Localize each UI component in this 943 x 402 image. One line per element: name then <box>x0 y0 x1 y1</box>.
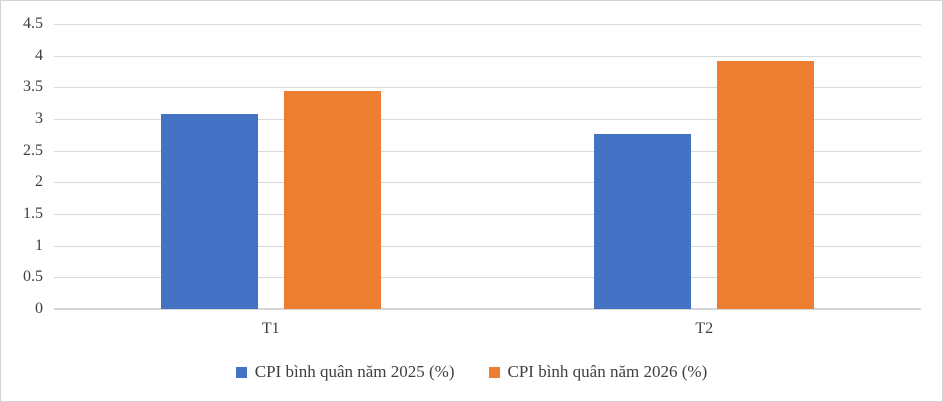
y-tick-label: 1.5 <box>23 205 43 222</box>
y-tick-label: 0 <box>35 300 43 317</box>
y-tick-label: 1 <box>35 236 43 254</box>
gridline <box>54 214 921 215</box>
legend-swatch <box>488 366 500 378</box>
y-tick-label: 0.5 <box>23 268 43 286</box>
legend-item-2026: CPI bình quân năm 2026 (%) <box>488 362 708 382</box>
gridline <box>54 24 921 25</box>
y-tick-label: 4.5 <box>23 15 43 32</box>
legend-item-2025: CPI bình quân năm 2025 (%) <box>235 362 455 382</box>
category-label-T2: T2 <box>695 320 714 337</box>
bar-series1-T2 <box>717 60 815 309</box>
bar-series0-T1 <box>160 113 258 309</box>
y-tick-label: 3 <box>35 110 43 127</box>
y-tick-label: 2.5 <box>23 141 43 159</box>
bar-series1-T1 <box>283 90 381 309</box>
y-tick-label: 3.5 <box>23 78 43 96</box>
legend-swatch <box>235 366 247 378</box>
plot-area <box>54 24 921 310</box>
y-tick-label: 2 <box>35 173 43 191</box>
x-axis-line <box>54 308 921 310</box>
legend-label: CPI bình quân năm 2025 (%) <box>254 362 455 381</box>
legend: CPI bình quân năm 2025 (%) CPI bình quân… <box>1 362 942 382</box>
gridline <box>54 245 921 247</box>
gridline <box>54 55 921 57</box>
gridline <box>54 150 921 152</box>
legend-label: CPI bình quân năm 2026 (%) <box>507 362 708 381</box>
gridline <box>54 277 921 279</box>
bar-series0-T2 <box>594 133 692 309</box>
y-tick-label: 4 <box>35 46 43 64</box>
category-label-T1: T1 <box>261 320 280 337</box>
gridline <box>54 119 921 120</box>
gridline <box>54 182 921 184</box>
gridline <box>54 87 921 89</box>
